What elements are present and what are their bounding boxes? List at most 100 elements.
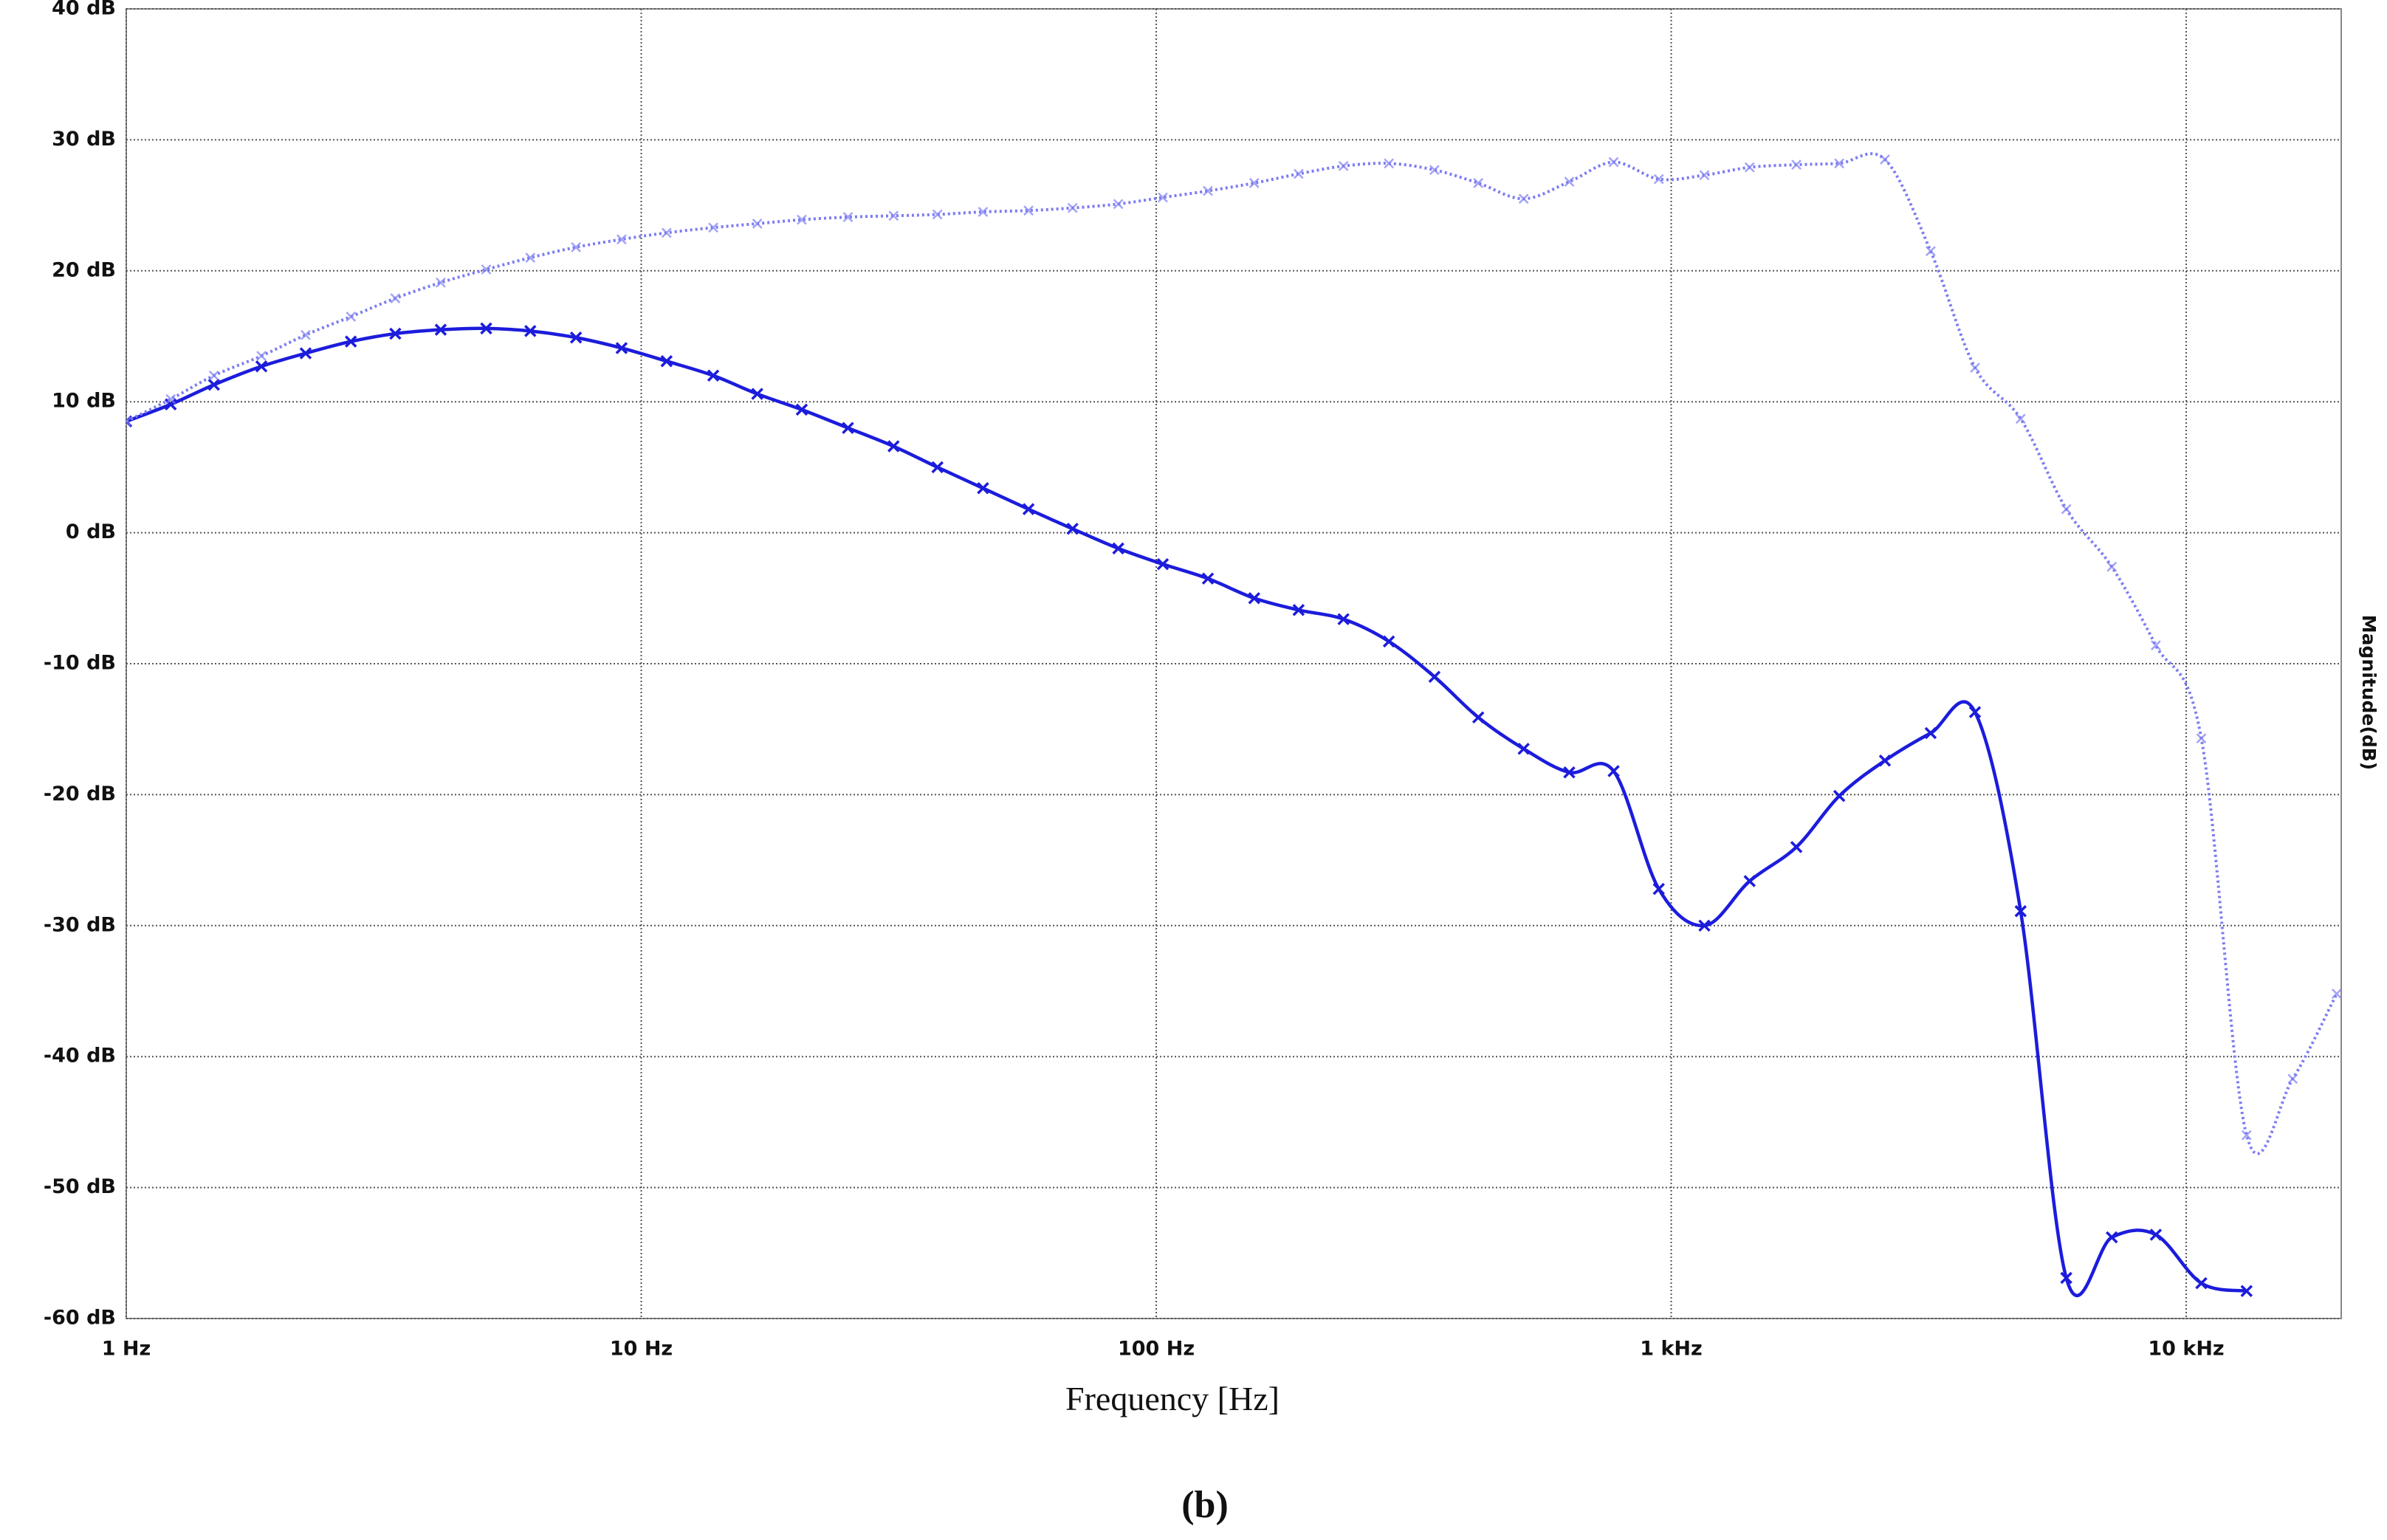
data-point (2331, 989, 2341, 999)
data-point (344, 335, 357, 348)
y-tick-label: -20 dB (44, 783, 116, 805)
data-point (1023, 205, 1034, 216)
data-point (2106, 1231, 2118, 1244)
data-point (126, 416, 131, 427)
data-point (524, 325, 537, 337)
data-point (2287, 1073, 2298, 1084)
data-point (1112, 542, 1124, 555)
data-point (1382, 635, 1395, 648)
y-tick-label: 10 dB (52, 390, 116, 413)
data-point (299, 347, 312, 360)
data-point (1067, 202, 1078, 213)
data-point (2060, 1271, 2072, 1285)
data-point (2015, 413, 2026, 424)
data-point (1293, 168, 1304, 179)
y-tick-label: -50 dB (44, 1175, 116, 1198)
data-point (1471, 711, 1485, 723)
x-tick-label: 1 Hz (102, 1338, 151, 1361)
x-tick-label: 100 Hz (1118, 1338, 1195, 1361)
y-tick-label: -60 dB (44, 1307, 116, 1330)
data-point (1790, 841, 1803, 853)
data-point (1158, 192, 1168, 203)
data-point (2151, 640, 2161, 651)
data-point (1607, 765, 1620, 777)
data-point (977, 482, 989, 495)
data-point (1608, 157, 1619, 168)
data-point (795, 403, 808, 416)
y-tick-label: 30 dB (52, 128, 116, 151)
data-point (617, 234, 627, 245)
data-point (208, 370, 219, 381)
data-point (1249, 178, 1260, 188)
x-tick-label: 1 kHz (1640, 1338, 1702, 1361)
data-point (1652, 882, 1665, 896)
data-point (256, 351, 267, 361)
data-point (1699, 170, 1710, 181)
x-axis-label: Frequency [Hz] (1065, 1380, 1280, 1417)
data-point (1337, 613, 1350, 625)
data-point (1563, 766, 1576, 779)
plot-layer (126, 152, 2341, 1297)
data-point (434, 323, 447, 336)
data-point (707, 369, 720, 382)
y-tick-label: 20 dB (52, 258, 116, 281)
data-point (1926, 246, 1936, 257)
data-point (1878, 754, 1892, 767)
data-point (2014, 905, 2027, 918)
data-point (1203, 185, 1213, 196)
data-point (164, 398, 177, 410)
data-point (571, 241, 582, 252)
y-tick-label: 40 dB (52, 0, 116, 20)
data-point (2241, 1130, 2252, 1141)
y-tick-label: 0 dB (66, 520, 116, 543)
data-point (1517, 743, 1530, 755)
data-point (1653, 173, 1664, 185)
data-point (1833, 789, 1846, 802)
data-point (1292, 604, 1305, 616)
data-point (1384, 158, 1395, 169)
data-point (390, 293, 401, 303)
caption: (b) (1181, 1484, 1229, 1526)
data-point (1791, 159, 1802, 170)
data-point (1022, 503, 1035, 515)
data-point (887, 440, 900, 453)
data-point (2195, 1276, 2208, 1290)
data-point (2106, 561, 2118, 572)
data-point (255, 360, 268, 373)
data-point (615, 342, 628, 354)
x-tick-label: 10 Hz (610, 1338, 673, 1361)
data-point (1428, 670, 1441, 683)
data-point (708, 222, 718, 233)
data-point (300, 329, 311, 340)
data-point (842, 422, 854, 434)
data-point (1970, 362, 1980, 373)
data-point (931, 461, 944, 474)
data-point (1968, 706, 1982, 718)
data-point (525, 252, 536, 263)
y-tick-label: -30 dB (44, 913, 116, 936)
data-point (1834, 158, 1845, 169)
data-point (481, 264, 492, 275)
data-point (2240, 1285, 2253, 1297)
data-point (797, 214, 807, 225)
data-point (1429, 165, 1440, 176)
data-point (1248, 592, 1261, 605)
data-point (1924, 726, 1937, 740)
data-point (569, 331, 583, 344)
data-point (207, 378, 220, 391)
data-point (1518, 193, 1529, 204)
data-point (1338, 160, 1349, 171)
data-point (2196, 733, 2207, 744)
data-point (436, 277, 446, 288)
data-point (2061, 503, 2072, 515)
data-point (165, 393, 176, 405)
data-point (842, 212, 854, 222)
data-point (1156, 557, 1170, 571)
data-point (751, 388, 763, 400)
data-point (346, 312, 357, 322)
data-point (660, 354, 673, 368)
y-tick-label: -40 dB (44, 1045, 116, 1068)
data-point (1744, 162, 1755, 173)
data-point (1473, 178, 1484, 188)
